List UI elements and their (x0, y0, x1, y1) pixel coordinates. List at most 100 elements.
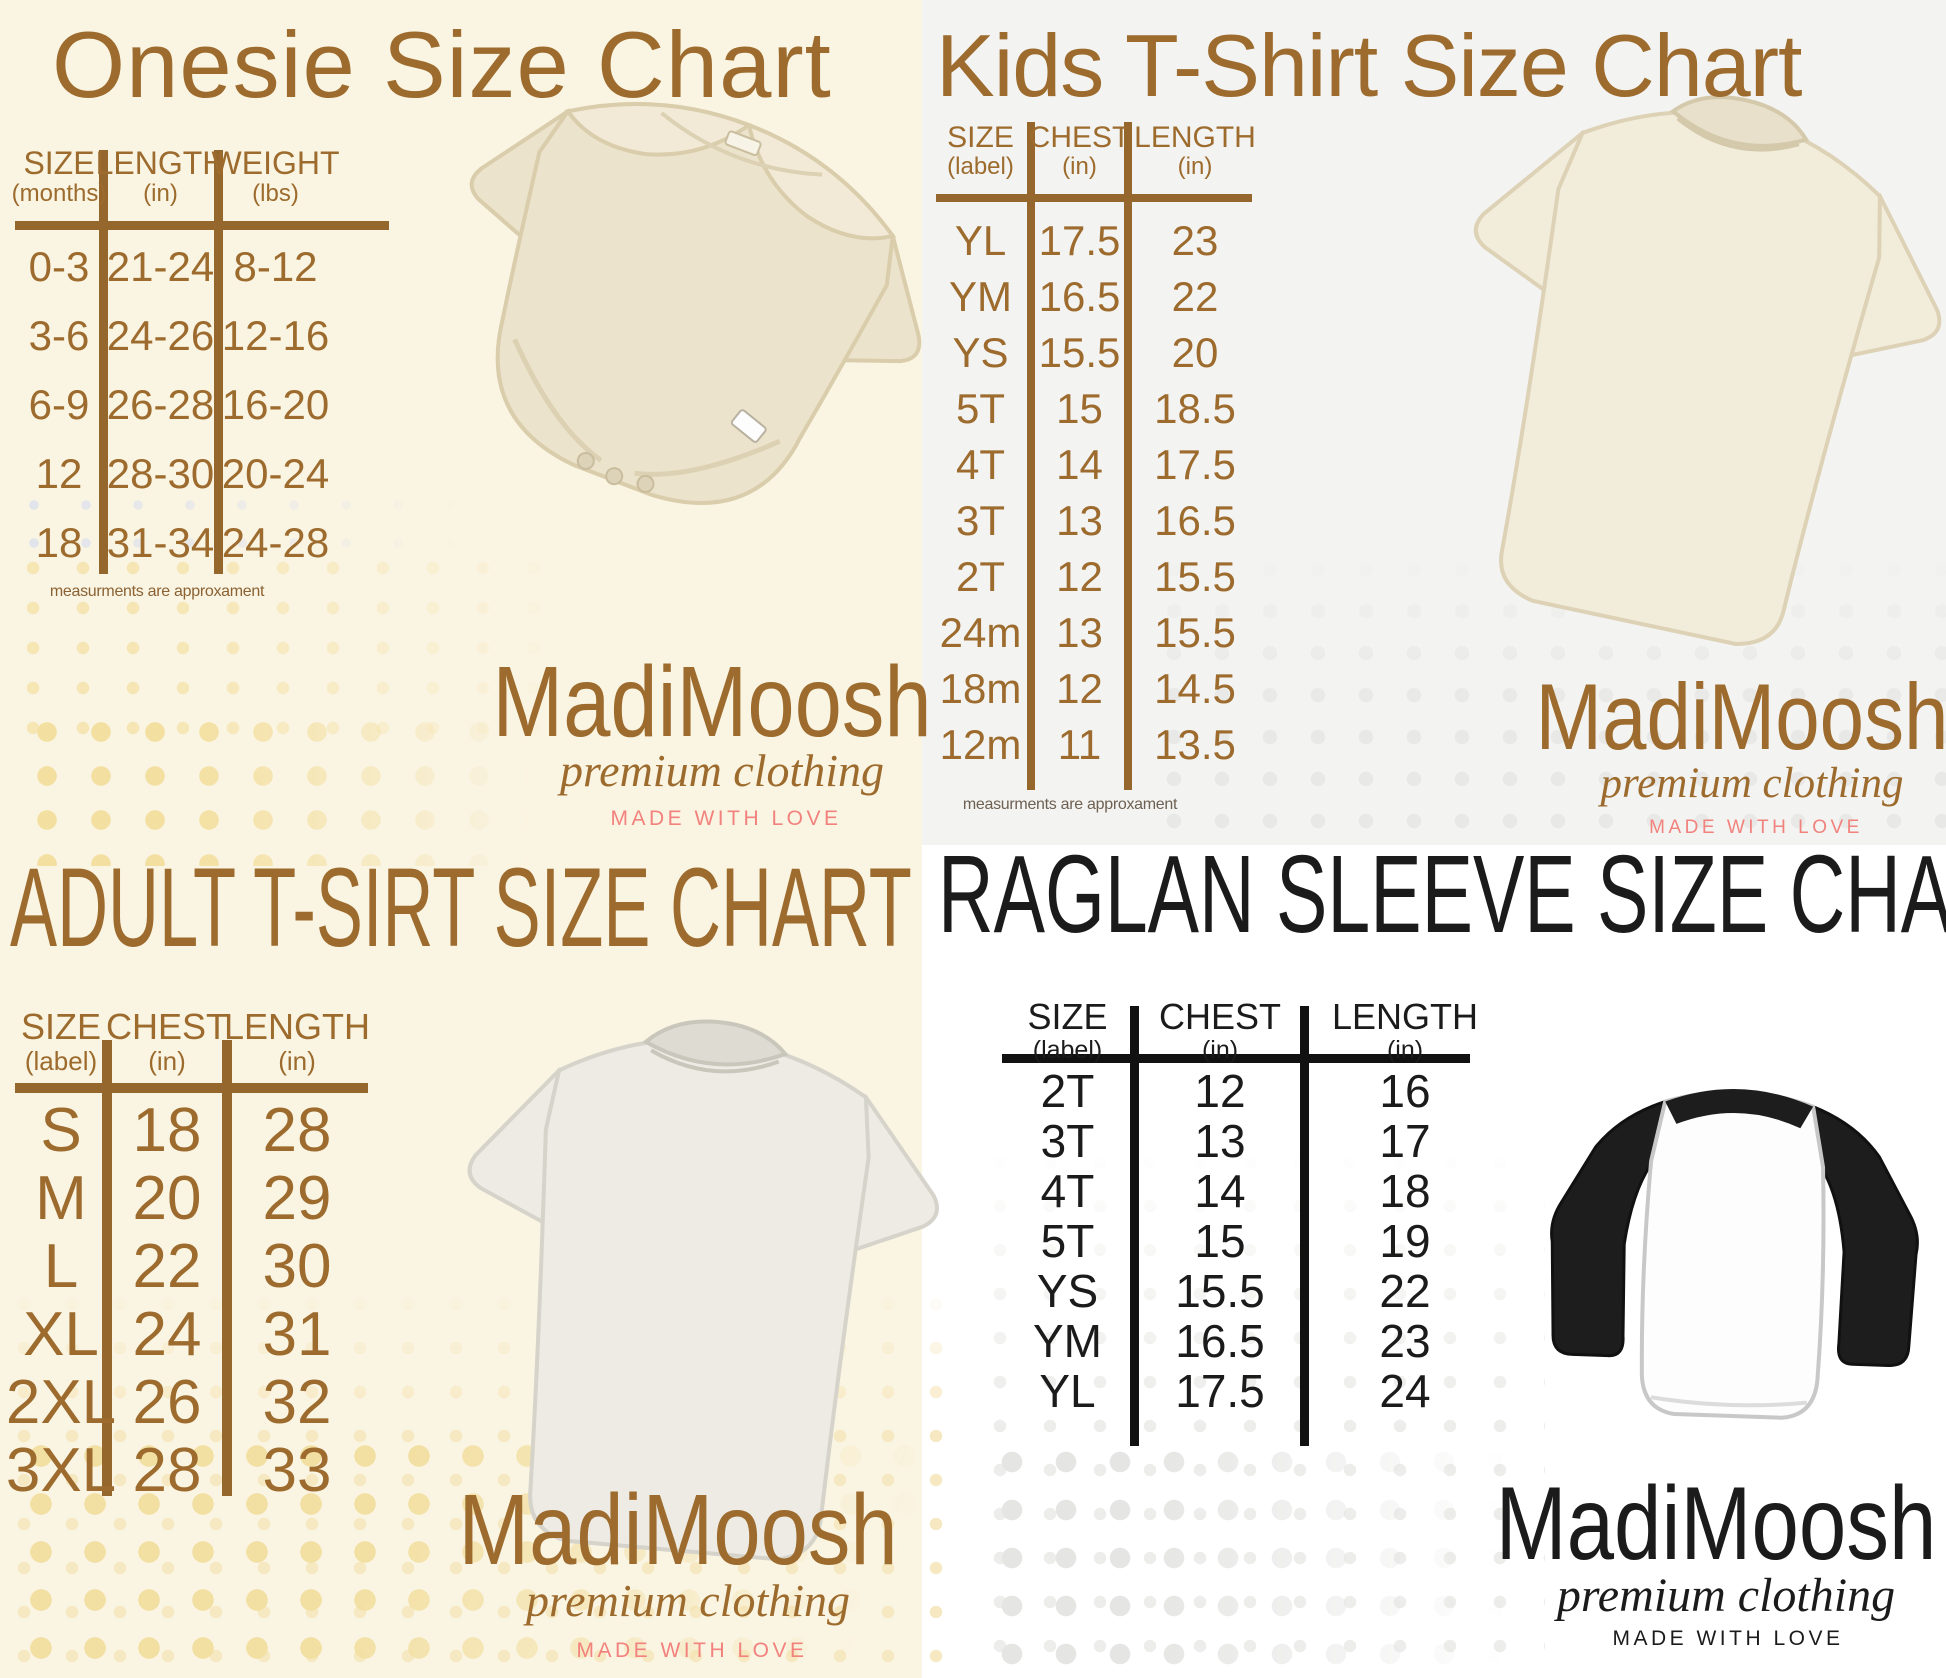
table-cell: 15.5 (1175, 1265, 1265, 1317)
table-cell: 14.5 (1154, 665, 1236, 712)
table-cell: 22 (1171, 273, 1219, 320)
brand-wordmark: MadiMoosh (492, 646, 932, 758)
table-cell: 16.5 (1038, 273, 1121, 320)
kids-tshirt-image (1473, 95, 1942, 646)
table-cell: 23 (1171, 217, 1219, 264)
table-cell: 31 (262, 1299, 332, 1369)
table-cell: 28 (262, 1095, 332, 1165)
table-cell: 12-16 (221, 311, 330, 359)
column-header: LENGTH (in) (1331, 996, 1479, 1064)
column-header: LENGTH (in) (1134, 121, 1256, 181)
table-cell: 28-30 (106, 449, 215, 497)
column-header: SIZE (months) (11, 145, 107, 207)
table-cell: 21-24 (106, 242, 215, 290)
table-cell: 20 (132, 1163, 202, 1233)
chart-title: RAGLAN SLEEVE SIZE CHART (938, 833, 1946, 956)
table-cell: 16-20 (221, 380, 330, 428)
table-cell: 20 (1171, 329, 1219, 376)
table-divider (1027, 122, 1035, 790)
table-divider (214, 150, 223, 574)
table-rule (936, 194, 1252, 202)
table-cell: 3-6 (28, 311, 90, 359)
adult-table-header: SIZE (label) CHEST (in) LENGTH (in) (15, 1006, 370, 1076)
table-cell: 16 (1379, 1065, 1431, 1117)
brand-tagline: premium clothing (559, 745, 885, 796)
column-header: LENGTH (in) (95, 145, 226, 207)
onesie-table-header: SIZE (months) LENGTH (in) WEIGHT (lbs) (11, 145, 340, 207)
table-cell: YM (1033, 1315, 1102, 1367)
adult-table-body: S 18 28 M 20 29 L 22 30 XL 24 31 2XL 26 … (5, 1095, 367, 1505)
table-cell: 26 (132, 1367, 202, 1437)
table-divider (222, 1040, 232, 1496)
table-cell: 12m (939, 721, 1022, 768)
table-cell: YL (1039, 1365, 1096, 1417)
table-cell: 12 (1056, 553, 1103, 600)
table-cell: 12 (35, 449, 83, 497)
table-cell: 18m (939, 665, 1022, 712)
brand-wordmark: MadiMoosh (1495, 1466, 1937, 1582)
column-header: WEIGHT (lbs) (211, 145, 340, 207)
table-cell: 30 (262, 1231, 332, 1301)
table-cell: 6-9 (28, 380, 90, 428)
table-cell: L (43, 1231, 79, 1301)
table-cell: 31-34 (106, 518, 215, 566)
table-cell: 5T (1040, 1215, 1095, 1267)
table-cell: 3XL (5, 1435, 117, 1505)
table-cell: 11 (1057, 721, 1102, 768)
table-cell: 22 (1379, 1265, 1431, 1317)
table-cell: YL (954, 217, 1007, 264)
measurement-note: measurments are approxament (49, 583, 265, 600)
table-cell: 20-24 (221, 449, 330, 497)
table-cell: 24-28 (221, 518, 330, 566)
table-cell: 32 (262, 1367, 332, 1437)
table-rule (15, 1083, 368, 1093)
brand-wordmark: MadiMoosh (1535, 664, 1946, 769)
onesie-table-body: 0-3 21-24 8-12 3-6 24-26 12-16 6-9 26-28… (15, 232, 333, 577)
column-header: SIZE (label) (1027, 996, 1108, 1064)
kids-table-body: YL 17.5 23 YM 16.5 22 YS 15.5 20 5T 15 1… (930, 213, 1262, 773)
raglan-table-header: SIZE (label) CHEST (in) LENGTH (in) (1000, 996, 1505, 1064)
table-cell: 15.5 (1038, 329, 1121, 376)
table-cell: 24 (1379, 1365, 1431, 1417)
table-divider (102, 1040, 112, 1496)
chart-title: Onesie Size Chart (52, 12, 832, 117)
chart-title: ADULT T-SIRT SIZE CHART (10, 845, 912, 970)
table-cell: 12 (1056, 665, 1103, 712)
table-cell: 26-28 (106, 380, 215, 428)
table-rule (1002, 1054, 1470, 1063)
table-cell: 17.5 (1038, 217, 1121, 264)
raglan-shirt-image (1550, 1088, 1919, 1420)
table-cell: 4T (955, 441, 1005, 488)
table-cell: YS (952, 329, 1009, 376)
column-header: CHEST (in) (1028, 121, 1131, 181)
brand-tagline: premium clothing (525, 1575, 851, 1626)
column-header: CHEST (in) (106, 1006, 229, 1076)
table-cell: 14 (1056, 441, 1103, 488)
raglan-table-body: 2T 12 16 3T 13 17 4T 14 18 5T 15 19 YS 1… (1000, 1065, 1505, 1417)
table-cell: S (40, 1095, 82, 1165)
table-cell: 23 (1379, 1315, 1431, 1367)
table-cell: 4T (1040, 1165, 1095, 1217)
table-cell: 2T (1040, 1065, 1095, 1117)
table-cell: XL (23, 1299, 99, 1369)
table-cell: 17.5 (1175, 1365, 1265, 1417)
table-cell: YS (1036, 1265, 1099, 1317)
table-cell: 3T (955, 497, 1005, 544)
brand-motto: MADE WITH LOVE (1612, 1627, 1844, 1650)
brand-wordmark: MadiMoosh (458, 1474, 898, 1586)
chart-title: Kids T-Shirt Size Chart (936, 16, 1802, 115)
table-cell: 13.5 (1154, 721, 1236, 768)
measurement-note: measurments are approxament (962, 796, 1178, 813)
brand-tagline: premium clothing (1600, 760, 1904, 807)
table-cell: 13 (1194, 1115, 1246, 1167)
table-cell: 19 (1379, 1215, 1431, 1267)
column-header: CHEST (in) (1158, 996, 1281, 1064)
table-cell: M (35, 1163, 87, 1233)
table-cell: 14 (1194, 1165, 1246, 1217)
table-cell: 2T (955, 553, 1005, 600)
kids-table-header: SIZE (label) CHEST (in) LENGTH (in) (930, 121, 1262, 181)
table-cell: 15 (1194, 1215, 1246, 1267)
column-header: SIZE (label) (947, 121, 1014, 181)
table-cell: YM (949, 273, 1012, 320)
